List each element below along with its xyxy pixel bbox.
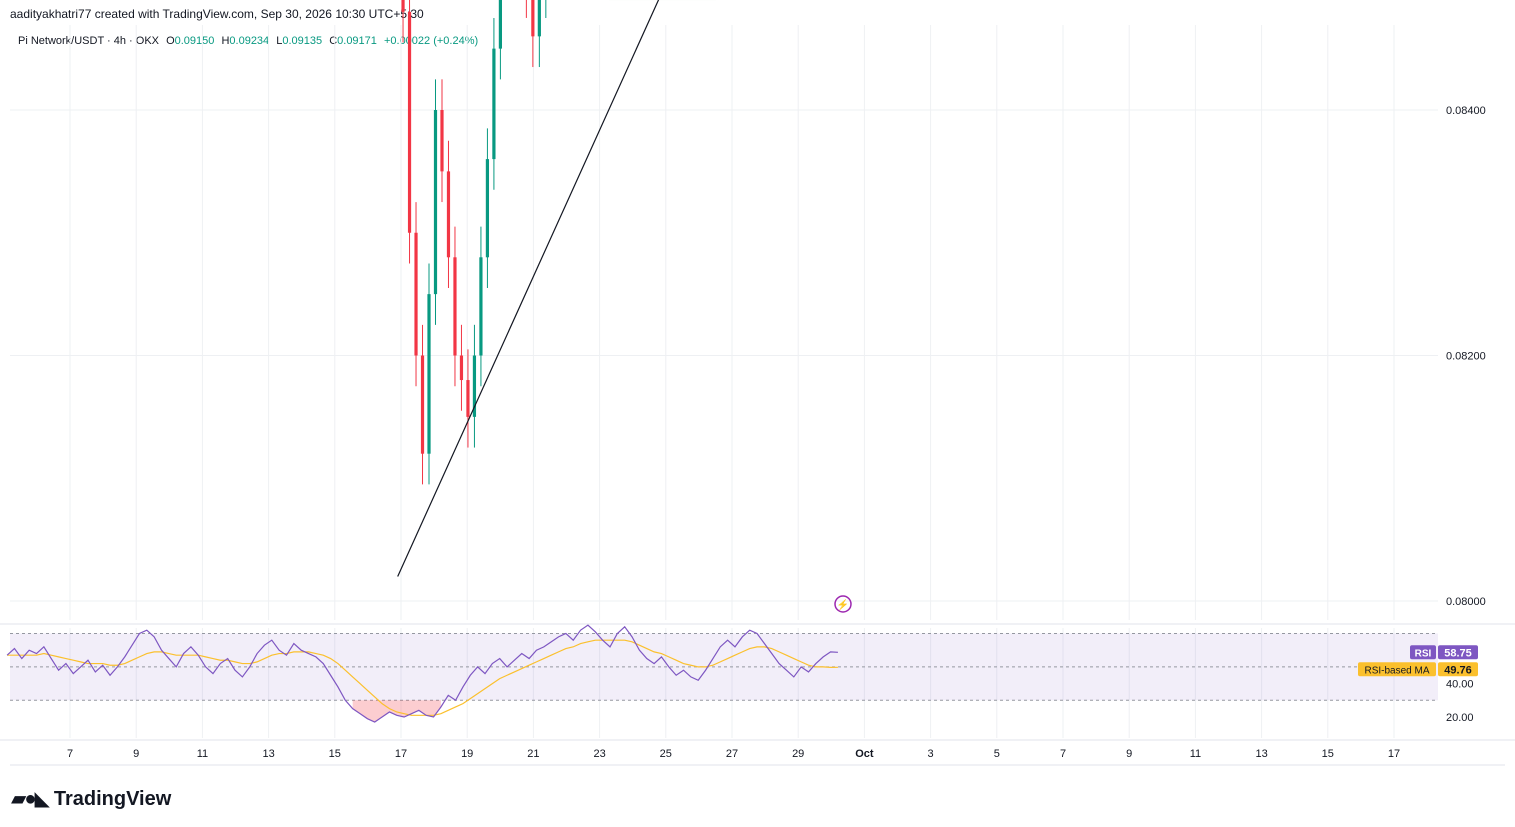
rsi-ma-label-badge: [1358, 662, 1436, 677]
candle-down[interactable]: [414, 232, 418, 356]
rsi-label-badge: [1410, 645, 1436, 660]
price-tick-label: 0.08400: [1446, 105, 1486, 117]
symbol-legend: Pi Network/USDT · 4h · OKX O0.09150 H0.0…: [18, 35, 478, 47]
event-lightning-glyph: ⚡: [837, 598, 849, 611]
brand-name: TradingView: [53, 788, 172, 810]
price-tick-label: 0.08200: [1446, 351, 1486, 363]
ascending-trendline[interactable]: [397, 0, 1070, 577]
rsi-ma-label-text: RSI-based MA: [1364, 665, 1429, 676]
candle-down[interactable]: [401, 0, 405, 12]
candle-up[interactable]: [472, 355, 477, 417]
candle-up[interactable]: [479, 257, 483, 356]
candle-up[interactable]: [492, 48, 496, 160]
rsi-ma-value-badge: [1438, 662, 1478, 677]
time-tick-label: 23: [593, 748, 605, 760]
rsi-tick-label: 20.00: [1446, 712, 1474, 724]
time-tick-label: 13: [262, 748, 274, 760]
time-tick-label: 19: [461, 748, 473, 760]
time-tick-label: 17: [395, 748, 407, 760]
candle-down[interactable]: [531, 0, 535, 37]
candle-down[interactable]: [446, 171, 451, 258]
tradingview-logo-icon: ▰●◣: [11, 788, 50, 810]
time-tick-label: 5: [994, 748, 1000, 760]
candle-up[interactable]: [433, 110, 438, 295]
candle-down[interactable]: [466, 380, 470, 417]
high-label: H: [221, 35, 230, 47]
time-tick-label: 29: [792, 748, 804, 760]
event-lightning-icon[interactable]: [834, 595, 852, 613]
time-tick-label: 7: [1060, 748, 1066, 760]
low-label: L: [276, 35, 283, 47]
rsi-value-text: 58.75: [1444, 647, 1472, 659]
candle-up[interactable]: [485, 159, 490, 258]
tradingview-logo[interactable]: ▰●◣ TradingView: [11, 786, 171, 811]
rsi-value-badge: [1438, 645, 1478, 660]
time-tick-label: 3: [928, 748, 934, 760]
time-tick-label: 11: [197, 748, 208, 760]
open-value: 0.09150: [174, 35, 215, 47]
price-tick-label: 0.08000: [1446, 596, 1486, 608]
candle-down[interactable]: [407, 11, 412, 233]
time-tick-label: 17: [1388, 748, 1400, 760]
time-tick-label: 25: [660, 748, 672, 760]
candle-down[interactable]: [420, 355, 425, 454]
candle-down[interactable]: [459, 355, 464, 381]
high-value: 0.09234: [229, 35, 270, 47]
candle-down[interactable]: [440, 110, 444, 172]
low-value: 0.09135: [282, 35, 323, 47]
close-value: 0.09171: [337, 35, 377, 47]
change-value: +0.00022 (+0.24%): [383, 35, 479, 47]
rsi-ma-value-text: 49.76: [1444, 664, 1472, 676]
rsi-ma-line[interactable]: [7, 639, 838, 716]
rsi-line[interactable]: [6, 624, 838, 723]
candle-down[interactable]: [453, 257, 457, 356]
time-tick-label: 9: [133, 748, 139, 760]
time-tick-label: 21: [527, 748, 539, 760]
time-tick-label: 11: [1190, 748, 1201, 760]
time-tick-label: 13: [1255, 748, 1267, 760]
chart-author-line: aadityakhatri77 created with TradingView…: [10, 7, 424, 21]
close-label: C: [329, 35, 338, 47]
rsi-label-text: RSI: [1415, 648, 1432, 659]
time-tick-label: 15: [1322, 748, 1334, 760]
rsi-oversold-fill: [352, 700, 441, 723]
candle-up[interactable]: [427, 294, 431, 454]
rsi-tick-label: 40.00: [1446, 679, 1474, 691]
open-label: O: [166, 35, 175, 47]
symbol-title[interactable]: Pi Network/USDT · 4h · OKX: [18, 35, 159, 47]
time-tick-label: 9: [1126, 748, 1132, 760]
time-tick-label: Oct: [855, 748, 874, 760]
time-tick-label: 15: [329, 748, 341, 760]
time-tick-label: 7: [67, 748, 73, 760]
candle-up[interactable]: [537, 0, 541, 37]
candle-up[interactable]: [498, 0, 503, 49]
time-tick-label: 27: [726, 748, 738, 760]
